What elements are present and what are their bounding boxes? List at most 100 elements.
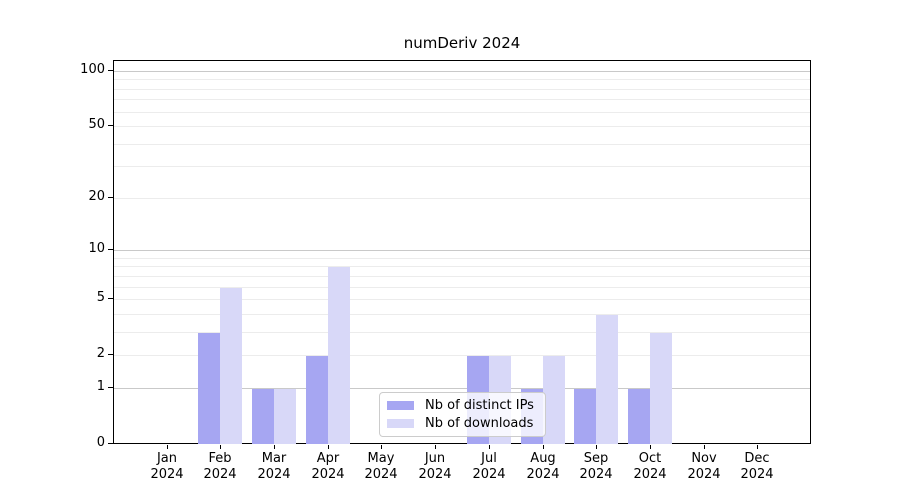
y-tick-mark bbox=[108, 125, 113, 126]
x-tick-label: Oct 2024 bbox=[618, 451, 682, 483]
x-tick-label: Sep 2024 bbox=[564, 451, 628, 483]
x-tick-label: May 2024 bbox=[349, 451, 413, 483]
y-tick-label: 5 bbox=[96, 290, 105, 305]
x-tick-label: Nov 2024 bbox=[672, 451, 736, 483]
x-tick-month: Dec bbox=[744, 451, 770, 466]
y-tick-mark bbox=[108, 298, 113, 299]
minor-gridline bbox=[114, 313, 810, 315]
x-tick-label: Feb 2024 bbox=[188, 451, 252, 483]
x-tick-mark bbox=[381, 445, 382, 449]
x-tick-month: Mar bbox=[261, 451, 287, 466]
x-tick-year: 2024 bbox=[364, 467, 398, 482]
x-tick-year: 2024 bbox=[418, 467, 452, 482]
bar-distinct-ips bbox=[252, 388, 275, 444]
major-gridline bbox=[114, 70, 810, 72]
x-tick-label: Aug 2024 bbox=[511, 451, 575, 483]
minor-gridline bbox=[114, 88, 810, 90]
x-tick-year: 2024 bbox=[472, 467, 506, 482]
bar-distinct-ips bbox=[305, 356, 328, 444]
legend-swatch-distinct-ips bbox=[387, 401, 414, 410]
major-gridline bbox=[114, 387, 810, 389]
plot-area bbox=[113, 60, 811, 444]
x-tick-month: Oct bbox=[638, 451, 662, 466]
legend-item-distinct-ips: Nb of distinct IPs bbox=[380, 398, 545, 413]
x-tick-mark bbox=[489, 445, 490, 449]
x-tick-year: 2024 bbox=[740, 467, 774, 482]
y-tick-label: 0 bbox=[96, 435, 105, 450]
minor-gridline bbox=[114, 79, 810, 81]
x-tick-month: Sep bbox=[583, 451, 609, 466]
x-tick-mark bbox=[167, 445, 168, 449]
x-tick-month: Nov bbox=[691, 451, 717, 466]
y-tick-label: 20 bbox=[88, 189, 105, 204]
x-tick-mark bbox=[543, 445, 544, 449]
minor-gridline bbox=[114, 143, 810, 145]
x-tick-mark bbox=[757, 445, 758, 449]
minor-gridline bbox=[114, 126, 810, 127]
bar-downloads bbox=[220, 287, 243, 444]
x-tick-month: Apr bbox=[316, 451, 340, 466]
y-tick-label: 2 bbox=[96, 346, 105, 361]
minor-gridline bbox=[114, 299, 810, 301]
x-tick-year: 2024 bbox=[687, 467, 721, 482]
bar-distinct-ips bbox=[627, 388, 650, 444]
minor-gridline bbox=[114, 286, 810, 288]
bar-downloads bbox=[274, 388, 297, 444]
y-tick-label: 1 bbox=[96, 379, 105, 394]
x-tick-month: May bbox=[367, 451, 395, 466]
x-tick-mark bbox=[704, 445, 705, 449]
x-tick-label: Apr 2024 bbox=[296, 451, 360, 483]
y-tick-label: 100 bbox=[80, 62, 105, 77]
bar-downloads bbox=[596, 314, 619, 444]
y-tick-label: 50 bbox=[88, 117, 105, 132]
y-tick-label: 10 bbox=[88, 241, 105, 256]
legend-swatch-downloads bbox=[387, 419, 414, 428]
legend-label-downloads: Nb of downloads bbox=[425, 416, 534, 431]
bar-downloads bbox=[327, 267, 350, 444]
x-tick-month: Jul bbox=[481, 451, 497, 466]
x-tick-mark bbox=[650, 445, 651, 449]
x-tick-month: Jun bbox=[424, 451, 446, 466]
minor-gridline bbox=[114, 266, 810, 268]
y-tick-mark bbox=[108, 249, 113, 250]
x-tick-label: Jan 2024 bbox=[135, 451, 199, 483]
x-tick-year: 2024 bbox=[579, 467, 613, 482]
x-tick-mark bbox=[435, 445, 436, 449]
x-tick-year: 2024 bbox=[257, 467, 291, 482]
x-tick-year: 2024 bbox=[633, 467, 667, 482]
minor-gridline bbox=[114, 275, 810, 277]
y-tick-mark bbox=[108, 70, 113, 71]
legend-item-downloads: Nb of downloads bbox=[380, 416, 545, 431]
x-tick-month: Jan bbox=[156, 451, 178, 466]
minor-gridline bbox=[114, 166, 810, 168]
bar-downloads bbox=[542, 356, 565, 444]
x-tick-mark bbox=[328, 445, 329, 449]
minor-gridline bbox=[114, 331, 810, 333]
minor-gridline bbox=[114, 111, 810, 113]
x-tick-mark bbox=[596, 445, 597, 449]
legend-label-distinct-ips: Nb of distinct IPs bbox=[425, 398, 534, 413]
y-tick-mark bbox=[108, 443, 113, 444]
x-tick-label: Jun 2024 bbox=[403, 451, 467, 483]
minor-gridline bbox=[114, 355, 810, 357]
y-tick-mark bbox=[108, 354, 113, 355]
bar-downloads bbox=[649, 332, 672, 444]
minor-gridline bbox=[114, 257, 810, 259]
x-tick-mark bbox=[274, 445, 275, 449]
x-tick-year: 2024 bbox=[150, 467, 184, 482]
x-tick-label: Jul 2024 bbox=[457, 451, 521, 483]
y-tick-mark bbox=[108, 387, 113, 388]
major-gridline bbox=[114, 250, 810, 251]
minor-gridline bbox=[114, 197, 810, 199]
bar-distinct-ips bbox=[198, 332, 221, 444]
chart-title: numDeriv 2024 bbox=[403, 34, 521, 52]
legend: Nb of distinct IPs Nb of downloads bbox=[379, 392, 546, 437]
x-tick-label: Mar 2024 bbox=[242, 451, 306, 483]
y-tick-mark bbox=[108, 197, 113, 198]
x-tick-label: Dec 2024 bbox=[725, 451, 789, 483]
minor-gridline bbox=[114, 99, 810, 101]
x-tick-month: Feb bbox=[208, 451, 232, 466]
bar-distinct-ips bbox=[574, 388, 597, 444]
x-tick-month: Aug bbox=[530, 451, 556, 466]
x-tick-year: 2024 bbox=[526, 467, 560, 482]
